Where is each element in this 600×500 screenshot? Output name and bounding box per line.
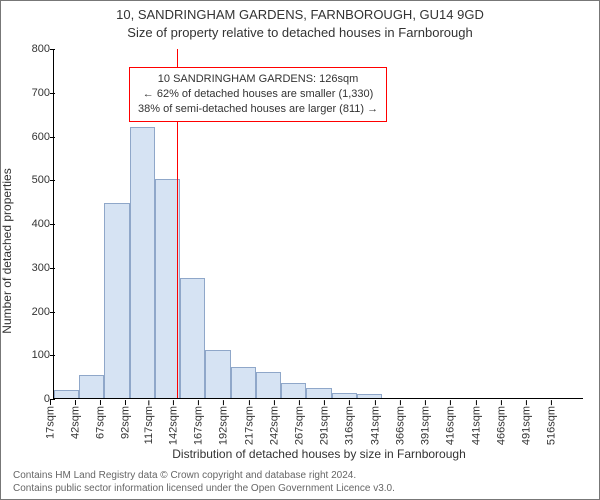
- x-tick: 42sqm: [69, 406, 81, 439]
- annotation-line-2: ← 62% of detached houses are smaller (1,…: [138, 87, 378, 102]
- x-tick: 516sqm: [546, 406, 558, 445]
- x-tick: 242sqm: [268, 406, 280, 445]
- histogram-bar: [104, 203, 129, 398]
- y-tick: 200: [16, 306, 50, 318]
- histogram-bar: [180, 278, 205, 398]
- y-tick: 500: [16, 174, 50, 186]
- x-tick: 316sqm: [344, 406, 356, 445]
- x-tick: 441sqm: [470, 406, 482, 445]
- x-tick: 291sqm: [319, 406, 331, 445]
- x-tick: 341sqm: [369, 406, 381, 445]
- histogram-bar: [281, 383, 306, 398]
- histogram-bar: [306, 388, 331, 398]
- chart-title: Size of property relative to detached ho…: [1, 25, 599, 40]
- y-tick: 0: [16, 393, 50, 405]
- histogram-bar: [54, 390, 79, 398]
- histogram-bar: [79, 375, 104, 398]
- attribution-line-1: Contains HM Land Registry data © Crown c…: [13, 470, 356, 481]
- x-tick: 17sqm: [44, 406, 56, 439]
- chart-supertitle: 10, SANDRINGHAM GARDENS, FARNBOROUGH, GU…: [1, 7, 599, 22]
- y-tick: 400: [16, 218, 50, 230]
- x-tick: 142sqm: [167, 406, 179, 445]
- annotation-box: 10 SANDRINGHAM GARDENS: 126sqm ← 62% of …: [129, 67, 387, 122]
- y-tick: 100: [16, 349, 50, 361]
- y-tick: 300: [16, 262, 50, 274]
- attribution: Contains HM Land Registry data © Crown c…: [13, 470, 587, 495]
- histogram-bar: [256, 372, 281, 398]
- histogram-bar: [332, 393, 357, 398]
- annotation-line-1: 10 SANDRINGHAM GARDENS: 126sqm: [138, 72, 378, 87]
- x-tick: 167sqm: [192, 406, 204, 445]
- chart-container: 10, SANDRINGHAM GARDENS, FARNBOROUGH, GU…: [0, 0, 600, 500]
- x-tick: 117sqm: [142, 406, 154, 444]
- histogram-bar: [357, 394, 382, 398]
- x-tick: 92sqm: [120, 406, 132, 439]
- histogram-bar: [205, 350, 230, 398]
- plot-area: 10 SANDRINGHAM GARDENS: 126sqm ← 62% of …: [53, 49, 583, 399]
- x-tick: 217sqm: [243, 406, 255, 445]
- x-axis-label: Distribution of detached houses by size …: [49, 447, 589, 461]
- histogram-bar: [231, 367, 256, 398]
- attribution-line-2: Contains public sector information licen…: [13, 483, 395, 494]
- y-tick: 600: [16, 131, 50, 143]
- x-tick: 416sqm: [445, 406, 457, 445]
- x-tick: 192sqm: [218, 406, 230, 445]
- y-tick: 700: [16, 87, 50, 99]
- y-axis-label: Number of detached properties: [0, 86, 14, 251]
- x-tick: 491sqm: [521, 406, 533, 445]
- histogram-bar: [130, 127, 155, 398]
- x-tick: 67sqm: [95, 406, 107, 439]
- x-tick: 366sqm: [394, 406, 406, 445]
- x-tick: 391sqm: [420, 406, 432, 445]
- x-tick: 466sqm: [495, 406, 507, 445]
- annotation-line-3: 38% of semi-detached houses are larger (…: [138, 102, 378, 117]
- y-tick: 800: [16, 43, 50, 55]
- x-tick: 267sqm: [293, 406, 305, 445]
